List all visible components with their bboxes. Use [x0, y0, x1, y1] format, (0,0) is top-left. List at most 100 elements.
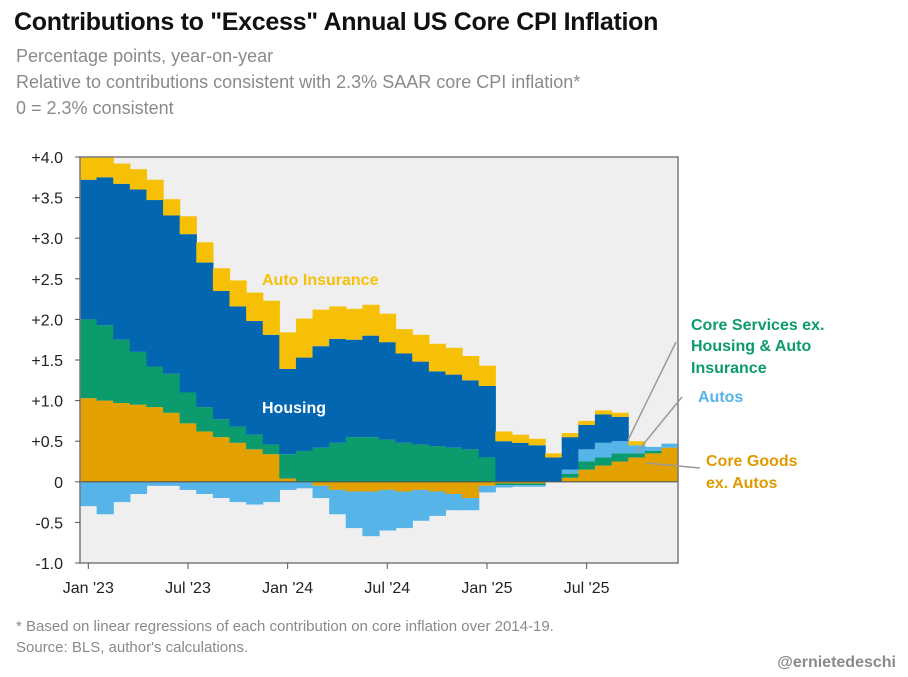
bar-core-services-ex-housing-auto-insurance	[578, 461, 596, 470]
bar-autos	[246, 481, 264, 505]
bar-autos	[379, 489, 397, 531]
bars-group	[80, 157, 679, 537]
bar-auto-insurance	[312, 309, 330, 347]
bar-housing	[262, 334, 280, 445]
label-auto-insurance: Auto Insurance	[262, 272, 379, 289]
bar-housing	[163, 215, 181, 374]
y-tick-label: +1.5	[31, 353, 63, 370]
bar-housing	[412, 361, 430, 445]
bar-auto-insurance	[80, 157, 98, 180]
chart-subtitle-units: Percentage points, year-on-year	[16, 46, 274, 66]
bar-housing	[246, 321, 264, 435]
bar-core-goods-ex-autos	[528, 481, 546, 484]
bar-autos	[96, 481, 114, 515]
bar-auto-insurance	[279, 332, 297, 369]
bar-auto-insurance	[594, 410, 613, 415]
bar-core-goods-ex-autos	[495, 481, 513, 484]
chart-subtitle-relative: Relative to contributions consistent wit…	[16, 72, 581, 92]
bar-autos	[113, 481, 131, 503]
bar-core-services-ex-housing-auto-insurance	[395, 442, 413, 482]
bar-housing	[196, 262, 214, 408]
bar-core-goods-ex-autos	[379, 481, 397, 490]
bar-core-services-ex-housing-auto-insurance	[246, 434, 264, 450]
bar-core-goods-ex-autos	[329, 481, 347, 490]
leader-line	[636, 396, 683, 453]
bar-auto-insurance	[163, 199, 181, 216]
bar-autos	[196, 481, 214, 494]
bar-autos	[611, 441, 629, 454]
bar-autos	[179, 481, 197, 490]
bar-housing	[96, 177, 114, 326]
bar-core-services-ex-housing-auto-insurance	[163, 373, 181, 413]
source-note: Source: BLS, author's calculations.	[16, 639, 249, 656]
footnote: * Based on linear regressions of each co…	[16, 618, 554, 635]
bar-core-services-ex-housing-auto-insurance	[462, 449, 480, 482]
bar-auto-insurance	[412, 334, 430, 362]
bar-core-goods-ex-autos	[179, 423, 197, 482]
bar-auto-insurance	[395, 329, 413, 354]
leader-line	[645, 462, 701, 469]
annotation-leader-lines	[627, 341, 701, 469]
bar-autos	[561, 469, 579, 474]
bar-housing	[462, 380, 480, 450]
label-core-goods-ex-autos: ex. Autos	[706, 475, 778, 492]
y-tick-label: +1.0	[31, 394, 63, 411]
bar-auto-insurance	[628, 441, 646, 446]
bar-core-services-ex-housing-auto-insurance	[262, 444, 280, 455]
bar-core-goods-ex-autos	[113, 403, 131, 482]
bar-housing	[312, 346, 330, 448]
bar-core-services-ex-housing-auto-insurance	[594, 457, 613, 466]
bar-core-services-ex-housing-auto-insurance	[362, 437, 380, 482]
bar-autos	[594, 442, 613, 458]
chart-title: Contributions to "Excess" Annual US Core…	[14, 8, 659, 36]
bar-auto-insurance	[146, 179, 164, 201]
y-tick-label: +3.0	[31, 231, 63, 248]
bar-housing	[179, 234, 197, 393]
bar-core-services-ex-housing-auto-insurance	[295, 450, 314, 482]
bar-auto-insurance	[262, 300, 280, 335]
bar-core-services-ex-housing-auto-insurance	[495, 483, 513, 486]
bar-core-services-ex-housing-auto-insurance	[179, 392, 197, 424]
bar-housing	[329, 338, 347, 443]
bar-housing	[511, 442, 530, 482]
bar-housing	[428, 371, 447, 447]
bar-autos	[279, 481, 297, 490]
bar-auto-insurance	[295, 318, 314, 358]
bar-autos	[445, 493, 463, 511]
bar-auto-insurance	[428, 343, 447, 372]
bar-autos	[528, 485, 546, 487]
bar-core-goods-ex-autos	[628, 457, 646, 482]
bar-auto-insurance	[511, 434, 530, 443]
bar-housing	[395, 353, 413, 443]
bar-autos	[262, 481, 280, 503]
bar-auto-insurance	[329, 306, 347, 339]
label-core-services-ex-housing-auto-insurance: Core Services ex.	[691, 317, 824, 334]
bar-core-goods-ex-autos	[229, 442, 247, 482]
bar-housing	[129, 189, 148, 352]
bar-autos	[345, 491, 363, 529]
bar-housing	[379, 342, 397, 440]
bar-auto-insurance	[129, 169, 148, 190]
bar-core-services-ex-housing-auto-insurance	[379, 439, 397, 482]
bar-core-goods-ex-autos	[279, 478, 297, 482]
bar-autos	[628, 445, 646, 454]
x-tick-label: Jul '23	[165, 580, 211, 597]
bar-autos	[129, 481, 148, 494]
y-axis: +4.0 +3.5 +3.0 +2.5 +2.0 +1.5 +1.0 +0.5 0 -0.5 -1.…	[31, 150, 80, 573]
bar-core-services-ex-housing-auto-insurance	[196, 407, 214, 432]
y-tick-label: +2.0	[31, 312, 63, 329]
bar-core-goods-ex-autos	[412, 481, 430, 490]
x-tick-label: Jan '23	[63, 580, 114, 597]
bar-autos	[511, 485, 530, 487]
bar-autos	[395, 491, 413, 529]
label-autos: Autos	[698, 389, 743, 406]
bar-core-services-ex-housing-auto-insurance	[644, 450, 662, 454]
bar-autos	[362, 491, 380, 537]
label-housing: Housing	[262, 400, 326, 417]
bar-housing	[545, 457, 563, 482]
bar-autos	[212, 481, 231, 499]
bar-core-goods-ex-autos	[428, 481, 447, 492]
bar-housing	[578, 424, 596, 450]
bar-autos	[644, 446, 662, 451]
